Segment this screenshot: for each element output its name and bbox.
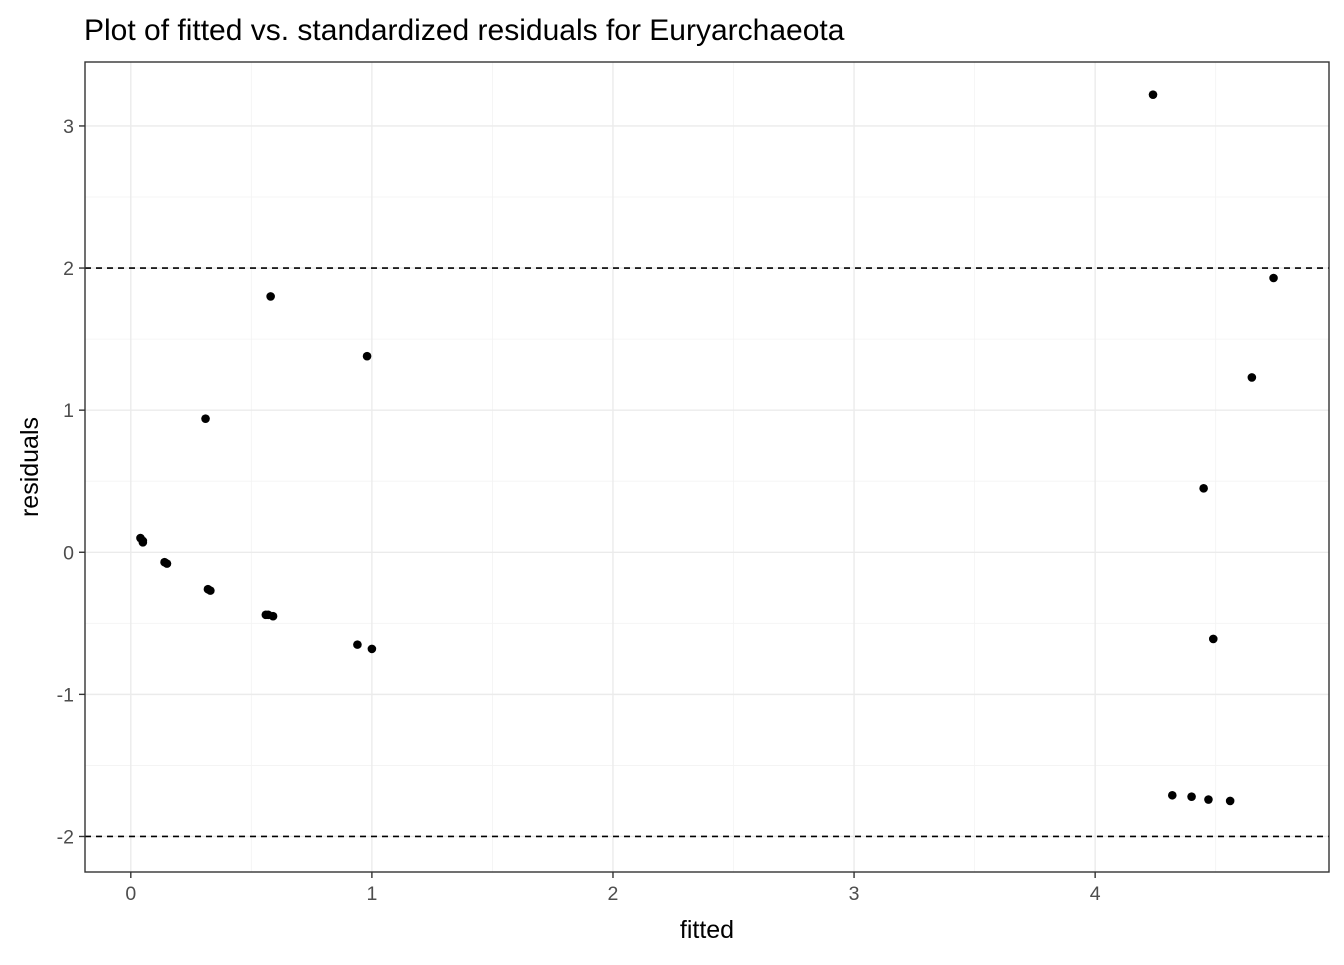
data-point	[353, 640, 362, 649]
data-point	[266, 292, 275, 301]
data-points	[136, 90, 1278, 806]
reference-lines	[85, 267, 1329, 838]
data-point	[1167, 790, 1177, 800]
x-tick-label: 0	[125, 883, 136, 905]
data-point	[1247, 373, 1257, 382]
data-point	[138, 538, 148, 547]
data-point	[206, 586, 215, 595]
data-point	[1199, 484, 1208, 493]
y-tick-label: 2	[63, 258, 74, 280]
data-point	[1148, 90, 1158, 99]
y-tick-label: 1	[63, 400, 74, 422]
data-point	[367, 644, 377, 654]
y-axis: -2 -1 0 1 2 3	[57, 116, 85, 848]
chart-title: Plot of fitted vs. standardized residual…	[84, 14, 845, 47]
x-axis: 0 1 2 3 4	[125, 872, 1101, 905]
data-point	[1204, 795, 1213, 804]
data-point	[1269, 273, 1278, 283]
data-point	[362, 351, 372, 361]
x-axis-title: fitted	[680, 916, 734, 944]
data-point	[162, 559, 172, 568]
y-tick-label: 0	[63, 542, 74, 564]
x-tick-label: 3	[849, 883, 860, 905]
data-point	[1208, 634, 1218, 644]
data-point	[1225, 796, 1235, 806]
y-tick-label: -1	[57, 684, 74, 706]
x-tick-label: 2	[608, 883, 619, 905]
grid	[85, 62, 1329, 872]
data-point	[1187, 792, 1196, 801]
panel-border	[84, 61, 1330, 873]
x-tick-label: 1	[366, 883, 377, 905]
data-point	[268, 611, 278, 621]
data-point	[201, 414, 210, 423]
y-tick-label: -2	[57, 826, 74, 848]
y-axis-title: residuals	[16, 417, 44, 517]
x-tick-label: 4	[1090, 883, 1101, 905]
y-tick-label: 3	[63, 116, 74, 138]
